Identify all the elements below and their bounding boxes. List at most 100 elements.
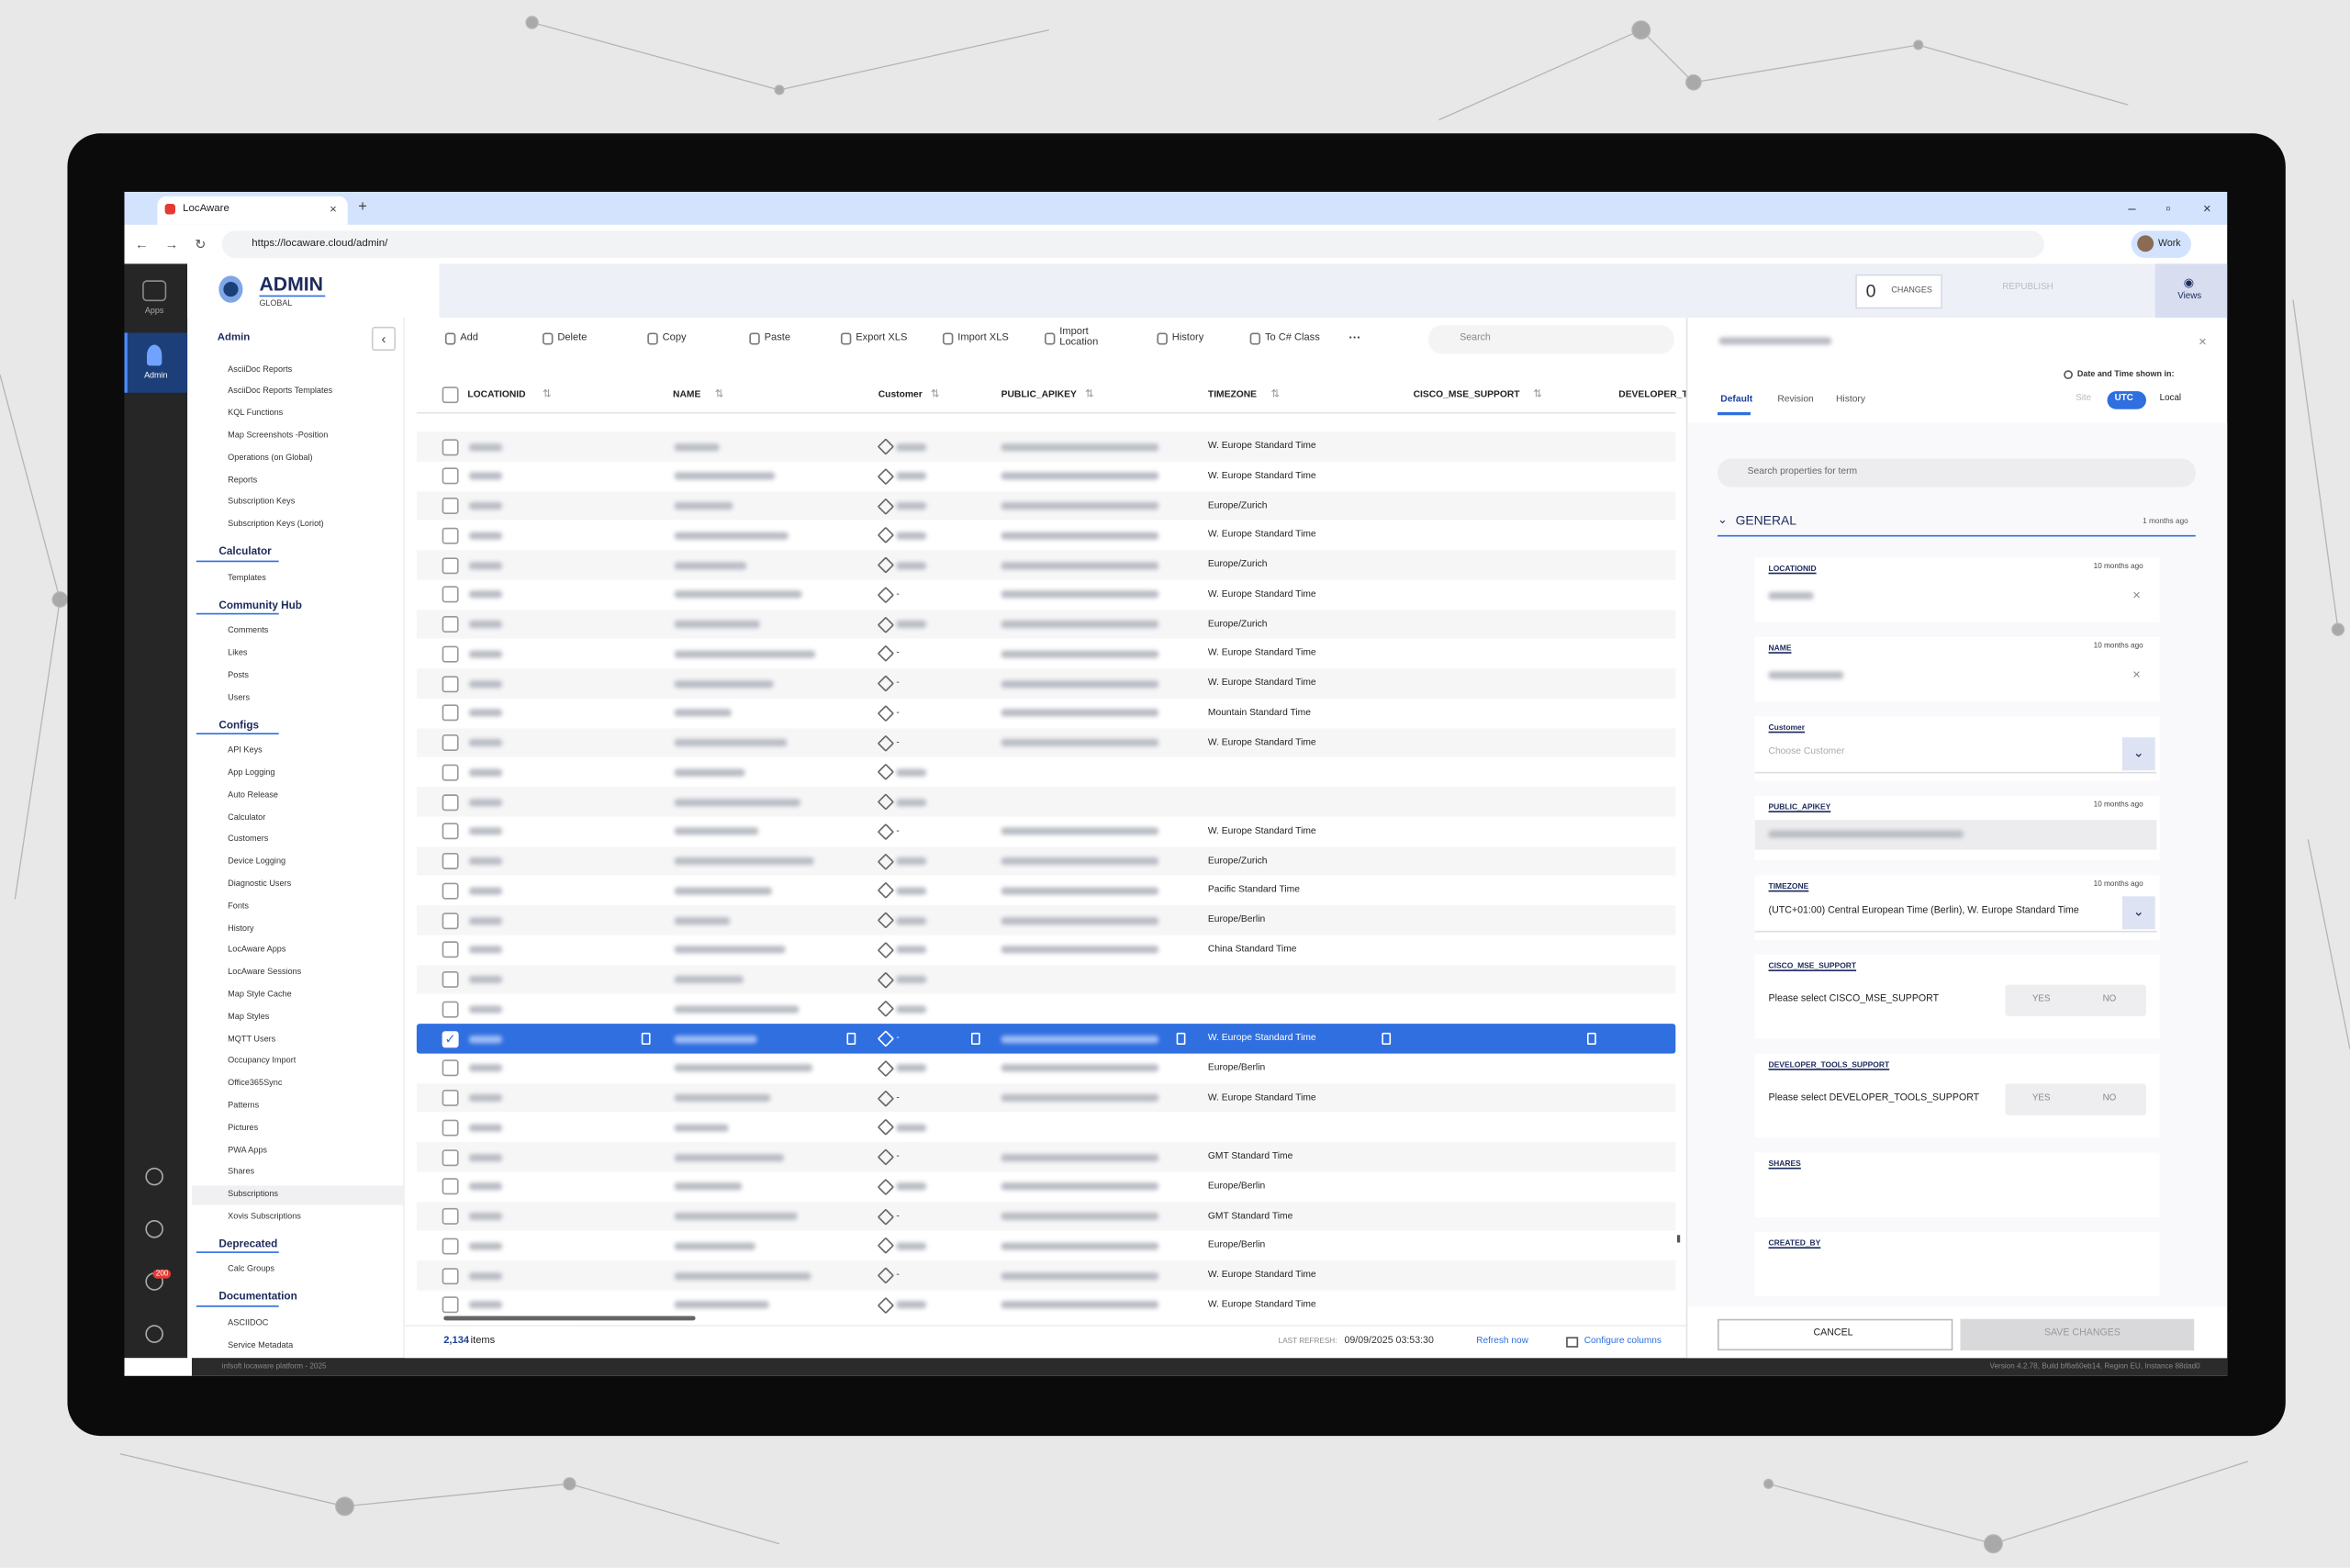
checkbox[interactable]: [442, 1148, 459, 1166]
collapse-button[interactable]: ‹: [371, 326, 397, 352]
table-row[interactable]: [416, 1113, 1676, 1142]
configure-columns[interactable]: Configure columns: [1583, 1336, 1662, 1347]
sidebar-heading[interactable]: Calculator: [218, 544, 272, 558]
sidebar-heading[interactable]: Configs: [218, 717, 260, 732]
sidebar-item[interactable]: Map Screenshots -Position: [228, 431, 329, 442]
panel-tab[interactable]: Default: [1720, 394, 1753, 406]
checkbox[interactable]: [442, 764, 459, 781]
sidebar-heading[interactable]: Community Hub: [218, 598, 302, 611]
sidebar-item[interactable]: API Keys: [228, 746, 263, 756]
toolbar-button[interactable]: Export XLS: [856, 332, 908, 343]
checkbox[interactable]: [442, 734, 459, 751]
checkbox[interactable]: [442, 793, 459, 811]
nav-button[interactable]: ↻: [195, 236, 207, 252]
copy-icon[interactable]: [1382, 1032, 1392, 1045]
checkbox[interactable]: [442, 1001, 459, 1018]
section-title[interactable]: GENERAL: [1735, 512, 1796, 528]
sidebar-item[interactable]: AsciiDoc Reports Templates: [228, 386, 333, 397]
sidebar-item[interactable]: Users: [228, 693, 251, 703]
sidebar-item[interactable]: App Logging: [228, 768, 275, 778]
sidebar-item[interactable]: MQTT Users: [228, 1035, 276, 1045]
sidebar-item[interactable]: History: [228, 924, 254, 934]
checkbox[interactable]: [442, 941, 459, 958]
column-header[interactable]: Customer: [878, 389, 923, 401]
views-label[interactable]: Views: [2177, 293, 2202, 302]
tab[interactable]: [157, 196, 348, 225]
clear-button[interactable]: ×: [2132, 587, 2141, 602]
table-row[interactable]: [416, 994, 1676, 1024]
sidebar-item[interactable]: ASCIIDOC: [228, 1318, 269, 1328]
panel-search-placeholder[interactable]: Search properties for term: [1747, 466, 1858, 477]
toolbar-button[interactable]: Delete: [557, 332, 588, 343]
select-input[interactable]: [1754, 741, 2157, 774]
sidebar-item[interactable]: Operations (on Global): [228, 454, 313, 464]
sidebar-item[interactable]: Subscriptions: [228, 1190, 279, 1200]
sidebar-item[interactable]: Pictures: [228, 1124, 259, 1133]
sidebar-item[interactable]: Shares: [228, 1168, 255, 1178]
column-header[interactable]: CISCO_MSE_SUPPORT: [1413, 389, 1520, 401]
sidebar-item[interactable]: Calc Groups: [228, 1265, 274, 1275]
column-header[interactable]: DEVELOPER_T: [1618, 389, 1688, 401]
sidebar-item[interactable]: Auto Release: [228, 790, 279, 801]
time-mode[interactable]: Local: [2159, 395, 2182, 404]
toolbar-button[interactable]: Import XLS: [957, 332, 1009, 343]
select-input[interactable]: [1754, 900, 2157, 933]
sidebar-item[interactable]: Subscription Keys: [228, 498, 296, 508]
checkbox[interactable]: [442, 556, 459, 574]
sidebar-item[interactable]: Comments: [228, 626, 269, 636]
select-chevron[interactable]: ⌄: [2121, 896, 2155, 930]
copy-icon[interactable]: [1176, 1032, 1186, 1045]
clear-button[interactable]: ×: [2132, 666, 2141, 682]
checkbox[interactable]: [442, 852, 459, 869]
toolbar-button[interactable]: To C# Class: [1264, 332, 1320, 343]
sidebar-item[interactable]: LocAware Apps: [228, 946, 286, 956]
cancel-label[interactable]: CANCEL: [1813, 1327, 1853, 1339]
sidebar-item[interactable]: Xovis Subscriptions: [228, 1212, 301, 1222]
sidebar-item[interactable]: Templates: [228, 573, 266, 583]
copy-icon[interactable]: [846, 1032, 856, 1045]
yesno-option[interactable]: NO: [2102, 1094, 2117, 1104]
checkbox[interactable]: [442, 1178, 459, 1195]
toolbar-button[interactable]: Import Location: [1059, 326, 1099, 348]
checkbox[interactable]: [442, 586, 459, 603]
sidebar-item[interactable]: Patterns: [228, 1101, 260, 1111]
checkbox[interactable]: [442, 467, 459, 485]
column-header[interactable]: NAME: [673, 389, 701, 401]
checkbox[interactable]: [442, 438, 459, 455]
sidebar-item[interactable]: Office365Sync: [228, 1079, 283, 1089]
table-row[interactable]: [416, 787, 1676, 817]
column-header[interactable]: LOCATIONID: [467, 389, 526, 401]
sidebar-item[interactable]: KQL Functions: [228, 409, 284, 419]
checkbox[interactable]: [442, 1296, 459, 1314]
toolbar-button[interactable]: History: [1171, 332, 1204, 343]
sidebar-item[interactable]: Map Style Cache: [228, 991, 292, 1000]
checkbox[interactable]: ✓: [442, 1030, 459, 1047]
panel-tab[interactable]: Revision: [1777, 394, 1814, 406]
sidebar-item[interactable]: Device Logging: [228, 857, 286, 867]
sidebar-item[interactable]: Occupancy Import: [228, 1057, 297, 1067]
panel-close[interactable]: ×: [2199, 333, 2207, 349]
views-box[interactable]: [2154, 263, 2228, 319]
rail-icon[interactable]: [145, 1325, 163, 1343]
select-chevron[interactable]: ⌄: [2121, 737, 2155, 771]
copy-icon[interactable]: [970, 1032, 980, 1045]
checkbox[interactable]: [442, 1059, 459, 1077]
sidebar-item[interactable]: Likes: [228, 648, 248, 658]
sidebar-item[interactable]: LocAware Sessions: [228, 968, 302, 978]
sidebar-heading[interactable]: Documentation: [218, 1289, 297, 1304]
checkbox[interactable]: [442, 912, 459, 929]
column-header[interactable]: TIMEZONE: [1207, 389, 1258, 401]
rail-item[interactable]: Apps: [144, 307, 164, 316]
checkbox[interactable]: [442, 645, 459, 663]
window-control[interactable]: ×: [2203, 200, 2211, 216]
sidebar-item[interactable]: Calculator: [228, 812, 266, 823]
checkbox[interactable]: [442, 704, 459, 722]
nav-button[interactable]: →: [164, 236, 179, 252]
checkbox[interactable]: [442, 1238, 459, 1255]
republish[interactable]: REPUBLISH: [2002, 284, 2053, 294]
checkbox[interactable]: [442, 616, 459, 633]
copy-icon[interactable]: [1586, 1032, 1596, 1045]
checkbox[interactable]: [442, 1089, 459, 1106]
url[interactable]: https://locaware.cloud/admin/: [252, 238, 388, 249]
cancel-button[interactable]: [1718, 1318, 1953, 1351]
